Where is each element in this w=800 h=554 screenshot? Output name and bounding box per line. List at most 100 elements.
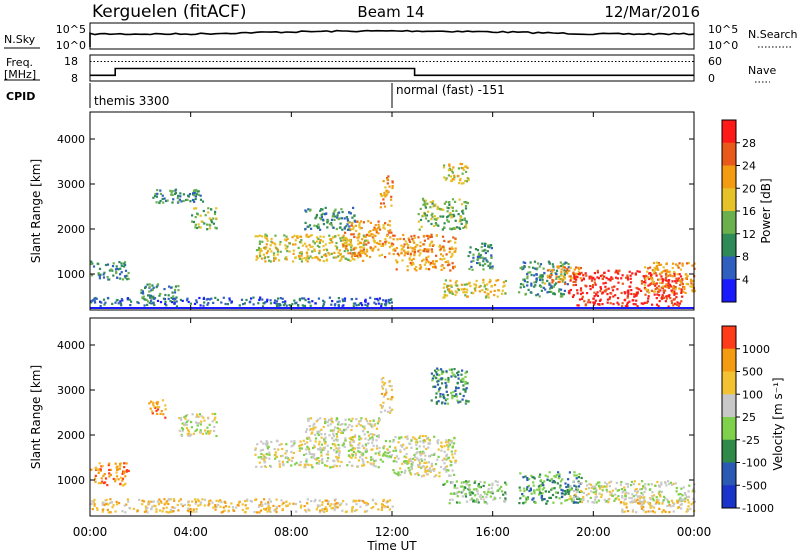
scatter-cell-0-9 (446, 260, 450, 263)
scatter-cell-0-12 (504, 292, 507, 295)
scatter-cell-1-4 (306, 445, 309, 448)
scatter-cell-0-10 (452, 213, 455, 216)
scatter-cell-0-16 (654, 284, 657, 287)
scatter-cell-0-16 (611, 277, 614, 280)
scatter-cell-1-11 (614, 498, 617, 501)
scatter-cell-1-10 (558, 475, 561, 478)
scatter-cell-0-1 (317, 297, 320, 300)
scatter-cell-1-4 (304, 466, 307, 469)
scatter-cell-1-1 (187, 503, 190, 507)
scatter-cell-0-2 (164, 300, 167, 303)
scatter-cell-0-7 (368, 231, 371, 234)
scatter-cell-1-6 (390, 398, 393, 401)
scatter-cell-1-0 (100, 481, 103, 485)
scatter-cell-1-4 (286, 457, 290, 460)
scatter-cell-0-9 (429, 263, 432, 266)
scatter-cell-1-11 (640, 496, 643, 499)
scatter-cell-1-9 (498, 487, 501, 490)
scatter-cell-1-5 (368, 423, 371, 426)
scatter-cell-0-17 (659, 263, 663, 266)
scatter-cell-1-12 (642, 509, 645, 512)
scatter-cell-1-8 (462, 380, 465, 383)
scatter-cell-0-16 (635, 291, 638, 294)
scatter-cell-0-5 (296, 236, 299, 239)
scatter-cell-0-9 (396, 260, 399, 263)
scatter-cell-1-11 (623, 489, 626, 492)
scatter-cell-1-10 (532, 484, 535, 487)
scatter-cell-1-11 (687, 495, 690, 498)
scatter-cell-1-7 (419, 440, 422, 443)
scatter-cell-0-5 (272, 254, 276, 257)
scatter-cell-1-11 (568, 497, 571, 500)
scatter-cell-1-7 (420, 459, 424, 462)
scatter-cell-1-4 (281, 460, 284, 463)
scatter-cell-0-9 (421, 249, 424, 252)
scatter-cell-1-12 (676, 499, 679, 502)
scatter-cell-0-9 (414, 245, 417, 248)
scatter-cell-1-1 (267, 503, 270, 506)
scatter-cell-0-5 (285, 256, 288, 259)
scatter-cell-1-4 (350, 444, 353, 447)
scatter-cell-0-7 (354, 224, 357, 227)
scatter-cell-0-9 (408, 239, 411, 242)
scatter-cell-0-7 (375, 231, 378, 234)
scatter-cell-0-5 (351, 258, 354, 261)
scatter-cell-1-4 (390, 456, 393, 459)
scatter-cell-1-1 (365, 504, 368, 507)
scatter-cell-1-11 (641, 493, 644, 496)
colorbar-swatch (722, 165, 736, 189)
scatter-cell-1-2 (158, 406, 161, 409)
scatter-cell-0-2 (162, 297, 165, 300)
scatter-cell-1-1 (359, 505, 362, 508)
scatter-cell-0-14 (539, 274, 542, 277)
scatter-cell-0-7 (360, 246, 363, 249)
scatter-cell-0-5 (255, 255, 258, 258)
scatter-cell-0-16 (589, 301, 592, 304)
scatter-cell-0-17 (652, 261, 656, 265)
scatter-cell-0-7 (372, 228, 375, 232)
scatter-cell-0-17 (686, 274, 689, 277)
scatter-cell-1-4 (275, 455, 278, 459)
scatter-cell-0-9 (415, 269, 418, 272)
power-panel-frame (89, 111, 695, 311)
scatter-cell-1-9 (474, 500, 477, 503)
scatter-cell-0-16 (664, 276, 668, 280)
scatter-cell-1-7 (393, 471, 396, 474)
scatter-cell-0-11 (466, 166, 469, 170)
scatter-cell-1-11 (610, 492, 613, 495)
scatter-cell-1-10 (573, 501, 576, 504)
scatter-cell-1-10 (554, 475, 557, 479)
scatter-cell-1-8 (435, 377, 438, 380)
scatter-cell-1-9 (481, 495, 484, 498)
scatter-cell-0-17 (678, 287, 681, 290)
scatter-cell-1-5 (320, 433, 323, 436)
scatter-cell-1-12 (636, 498, 639, 501)
scatter-cell-1-5 (371, 439, 374, 442)
scatter-cell-1-9 (504, 491, 507, 494)
scatter-cell-0-17 (654, 287, 657, 291)
scatter-cell-1-0 (109, 473, 112, 476)
scatter-cell-0-10 (423, 212, 426, 215)
scatter-cell-0-1 (328, 296, 331, 299)
scatter-cell-0-7 (377, 242, 380, 245)
scatter-cell-0-12 (443, 296, 446, 299)
scatter-cell-1-10 (561, 489, 565, 492)
scatter-cell-0-9 (403, 249, 406, 252)
scatter-cell-0-16 (626, 295, 629, 298)
scatter-cell-1-12 (672, 510, 675, 513)
scatter-cell-0-14 (567, 263, 570, 266)
scatter-cell-0-3 (199, 194, 202, 197)
scatter-cell-1-1 (169, 510, 172, 514)
noise-left-tick-top: 10^5 (56, 23, 86, 36)
scatter-cell-1-11 (594, 498, 597, 501)
scatter-cell-0-1 (278, 303, 281, 306)
scatter-cell-0-2 (146, 283, 149, 286)
scatter-cell-1-1 (321, 503, 324, 506)
scatter-cell-0-1 (195, 301, 198, 304)
scatter-cell-0-1 (337, 297, 340, 300)
scatter-cell-1-12 (666, 504, 669, 508)
scatter-cell-0-14 (541, 274, 544, 277)
scatter-cell-0-1 (364, 303, 367, 306)
scatter-cell-0-14 (540, 285, 543, 288)
scatter-cell-1-8 (451, 395, 454, 398)
